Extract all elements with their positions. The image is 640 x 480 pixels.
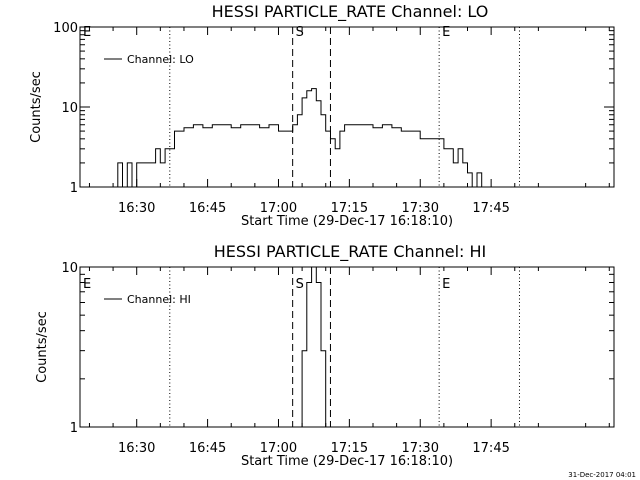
y-tick-label: 1 <box>70 181 78 196</box>
marker-label: E <box>83 25 91 40</box>
marker-label: E <box>442 277 450 292</box>
plot-frame-hi <box>79 266 615 428</box>
x-tick-label: 17:30 <box>402 441 439 456</box>
x-tick-label: 17:00 <box>260 441 297 456</box>
y-tick-label: 1 <box>70 421 78 436</box>
marker-label: E <box>83 277 91 292</box>
x-tick-label: 17:00 <box>260 201 297 216</box>
marker-label: S <box>296 277 304 292</box>
marker-label: E <box>442 25 450 40</box>
chart-title-lo: HESSI PARTICLE_RATE Channel: LO <box>212 2 489 22</box>
chart-title-hi: HESSI PARTICLE_RATE Channel: HI <box>214 242 487 262</box>
y-tick-label: 10 <box>61 101 78 116</box>
y-tick-label: 10 <box>61 261 78 276</box>
y-tick-label: 100 <box>53 21 78 36</box>
panel-hi: HESSI PARTICLE_RATE Channel: HI Counts/s… <box>35 242 615 469</box>
x-tick-label: 16:30 <box>118 201 155 216</box>
x-tick-label: 17:45 <box>472 441 509 456</box>
x-tick-label: 17:15 <box>331 441 368 456</box>
x-tick-label: 17:15 <box>331 201 368 216</box>
marker-label: S <box>296 25 304 40</box>
y-axis-label-lo: Counts/sec <box>29 71 44 143</box>
x-tick-label: 17:30 <box>402 201 439 216</box>
panel-lo: HESSI PARTICLE_RATE Channel: LO Counts/s… <box>29 2 615 229</box>
legend-entry-hi: Channel: HI <box>127 293 191 306</box>
x-tick-label: 17:45 <box>472 201 509 216</box>
x-axis-label-hi: Start Time (29-Dec-17 16:18:10) <box>241 454 453 469</box>
x-tick-label: 16:30 <box>118 441 155 456</box>
series-line <box>113 88 506 188</box>
footer-timestamp: 31-Dec-2017 04:01 <box>568 471 636 479</box>
series-line <box>297 266 327 428</box>
legend-entry-lo: Channel: LO <box>127 53 194 66</box>
x-axis-label-lo: Start Time (29-Dec-17 16:18:10) <box>241 214 453 229</box>
x-tick-label: 16:45 <box>189 201 226 216</box>
x-tick-label: 16:45 <box>189 441 226 456</box>
y-axis-label-hi: Counts/sec <box>35 311 50 383</box>
